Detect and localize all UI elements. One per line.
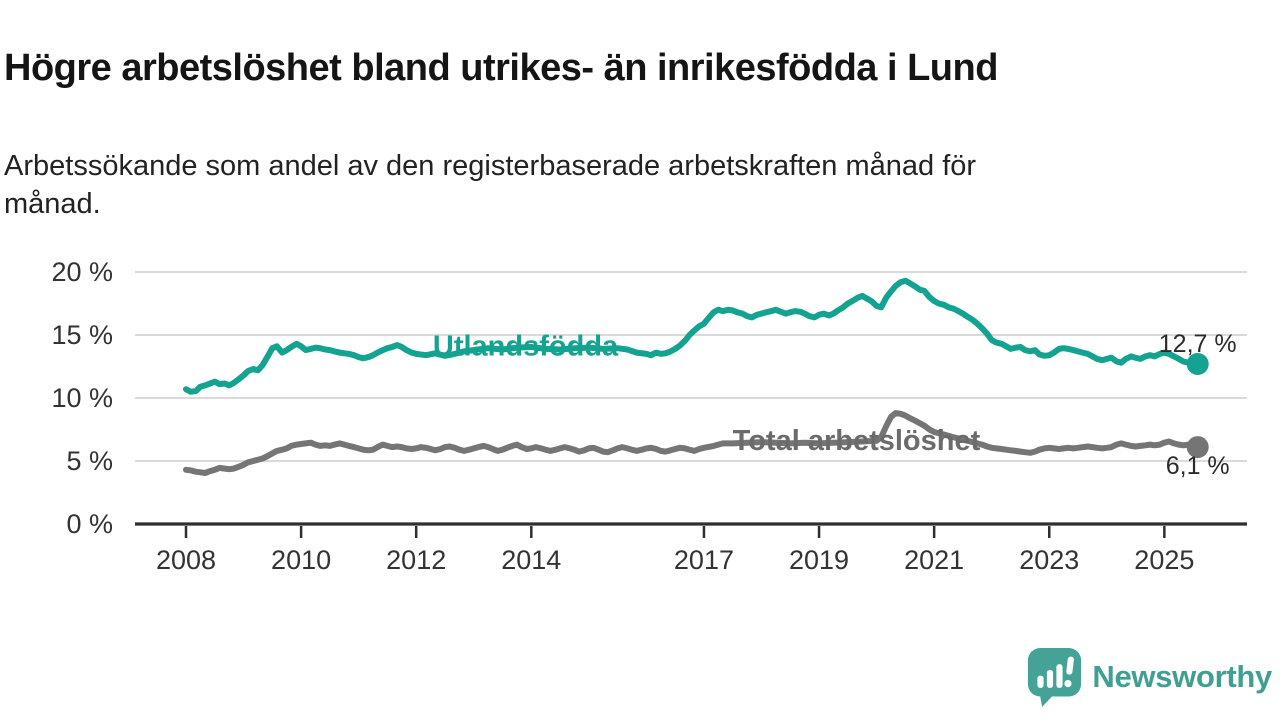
y-axis-tick-label: 20 % [51, 257, 113, 287]
y-axis-tick-label: 15 % [51, 320, 113, 350]
series-end-value-label: 12,7 % [1159, 330, 1237, 358]
x-axis-tick-label: 2010 [271, 545, 331, 575]
x-axis-tick-label: 2017 [674, 545, 734, 575]
x-axis-tick-label: 2008 [156, 545, 216, 575]
y-axis-tick-label: 10 % [51, 383, 113, 413]
x-axis-tick-label: 2019 [789, 545, 849, 575]
brand-name: Newsworthy [1092, 659, 1272, 694]
x-axis-tick-label: 2014 [501, 545, 561, 575]
series-end-dot [1186, 436, 1209, 459]
series-name-label: Utlandsfödda [433, 331, 619, 363]
series-line [183, 277, 1201, 395]
series-end-dot [1186, 353, 1209, 375]
chart-title: Högre arbetslöshet bland utrikes- än inr… [4, 47, 998, 90]
series-line [183, 410, 1201, 476]
newsworthy-logo: Newsworthy [1026, 646, 1272, 708]
x-axis-tick-label: 2023 [1019, 545, 1079, 575]
series-name-label: Total arbetslöshet [733, 425, 981, 457]
x-axis-tick-label: 2012 [386, 545, 446, 575]
x-axis-tick-label: 2025 [1134, 545, 1194, 575]
series-end-value-label: 6,1 % [1166, 452, 1230, 480]
x-axis-tick-label: 2021 [904, 545, 964, 575]
chart-subtitle: Arbetssökande som andel av den registerb… [4, 150, 977, 220]
y-axis-tick-label: 5 % [66, 446, 113, 476]
y-axis-tick-label: 0 % [66, 509, 113, 539]
newsworthy-icon [1028, 648, 1082, 707]
